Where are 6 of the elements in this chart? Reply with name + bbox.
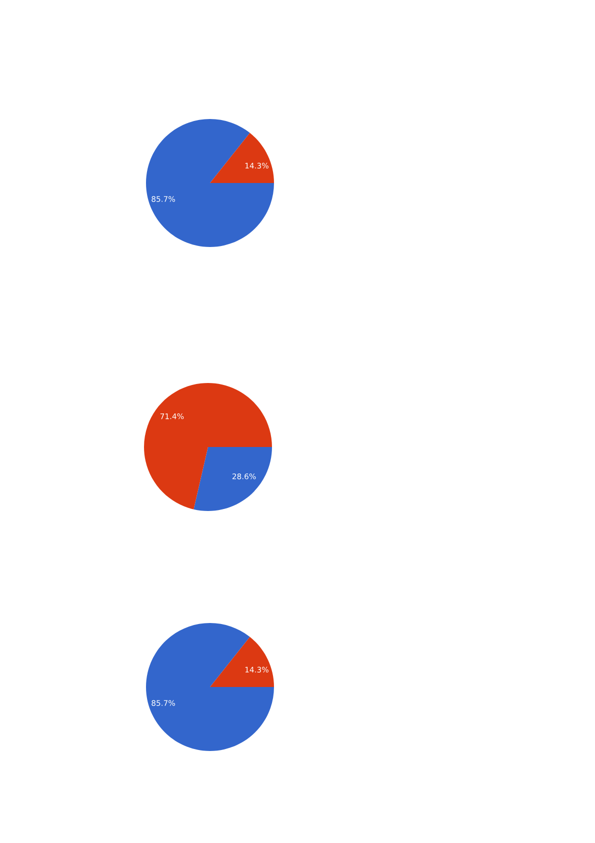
pie-slice [210,636,274,687]
pie-slice [146,119,274,247]
pie-slice [210,132,274,183]
pie-slice [146,623,274,751]
pie-slice [194,447,272,511]
pie-slice [144,383,272,510]
